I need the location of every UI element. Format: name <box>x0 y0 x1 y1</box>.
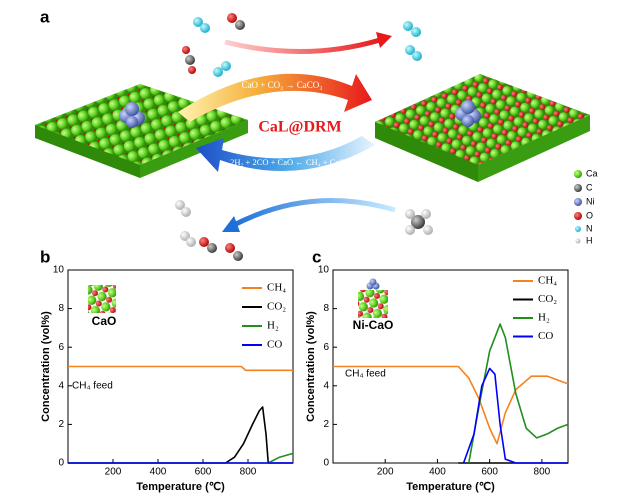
arrow <box>196 136 375 172</box>
legend-label: CO <box>538 330 553 342</box>
arrow-head <box>376 32 392 48</box>
y-tick-label: 2 <box>323 419 329 430</box>
annotation: CH₄ feed <box>345 369 386 380</box>
caco3-slab <box>375 74 590 165</box>
y-tick-label: 8 <box>58 303 64 314</box>
series-line <box>467 323 569 464</box>
legend-label: Ca <box>586 168 598 178</box>
series-line <box>68 365 293 372</box>
panel-label: b <box>40 247 50 266</box>
inset-label: CaO <box>92 314 117 328</box>
y-axis-label: Concentration (vol%) <box>305 311 317 422</box>
arrow <box>178 73 372 122</box>
diagram: a CaO + CO₂ → CaCO₃ 2H₂ + 2CO + CaO ← CH… <box>35 7 598 261</box>
y-tick-label: 8 <box>323 303 329 314</box>
x-tick-label: 200 <box>377 467 394 478</box>
element-legend: Ca C Ni O N H <box>574 168 598 245</box>
x-tick-label: 200 <box>105 467 122 478</box>
series-line <box>68 452 294 464</box>
y-tick-label: 4 <box>323 380 329 391</box>
molecules <box>175 13 433 261</box>
legend-label: C <box>586 182 593 192</box>
reaction-label: CaO + CO₂ → CaCO₃ <box>242 80 323 90</box>
x-tick-label: 800 <box>240 467 257 478</box>
x-tick-label: 400 <box>429 467 446 478</box>
x-tick-label: 400 <box>150 467 167 478</box>
x-tick-label: 600 <box>195 467 212 478</box>
y-tick-label: 0 <box>323 458 329 469</box>
legend-label: N <box>586 223 593 233</box>
y-tick-label: 4 <box>58 380 64 391</box>
legend-label: H₂ <box>267 320 279 332</box>
legend-label: H <box>586 235 593 245</box>
series-line <box>333 365 569 445</box>
x-tick-label: 800 <box>534 467 551 478</box>
charts: 200 400 600 800 0 2 4 6 8 10 Temperature (℃) Concen… <box>40 247 569 493</box>
legend-label: H₂ <box>538 312 550 324</box>
arrow <box>230 198 396 229</box>
legend-label: Ni <box>586 196 595 206</box>
y-axis-label: Concentration (vol%) <box>40 311 52 422</box>
panel-label: c <box>312 247 321 266</box>
arrow <box>224 37 381 55</box>
y-tick-label: 10 <box>53 265 65 276</box>
x-tick-label: 600 <box>481 467 498 478</box>
reaction-label: 2H₂ + 2CO + CaO ← CH₄ + CaCO₃ <box>230 157 354 167</box>
panel-label: a <box>40 7 50 26</box>
ni-cluster <box>119 102 145 128</box>
diagram-title: CaL@DRM <box>258 119 341 136</box>
inset-lattice <box>88 278 388 318</box>
ni-cluster <box>455 100 481 127</box>
y-tick-label: 6 <box>58 342 64 353</box>
legend-label: CH₄ <box>267 282 286 294</box>
y-tick-label: 10 <box>318 265 330 276</box>
x-axis-label: Temperature (℃) <box>406 481 495 493</box>
legend-label: CO₂ <box>267 301 286 313</box>
annotation: CH₄ feed <box>72 381 113 392</box>
legend-label: CO₂ <box>538 293 557 305</box>
legend-label: CO <box>267 339 282 351</box>
y-tick-label: 2 <box>58 419 64 430</box>
slab-side <box>478 115 590 182</box>
arrow-head <box>222 216 240 232</box>
series-line <box>462 367 568 464</box>
slab-side <box>140 120 248 178</box>
legend-label: O <box>586 210 593 220</box>
y-tick-label: 6 <box>323 342 329 353</box>
x-axis-label: Temperature (℃) <box>136 481 225 493</box>
inset-label: Ni-CaO <box>353 318 394 332</box>
legend-label: CH₄ <box>538 275 557 287</box>
series-line <box>68 406 293 464</box>
y-tick-label: 0 <box>58 458 64 469</box>
